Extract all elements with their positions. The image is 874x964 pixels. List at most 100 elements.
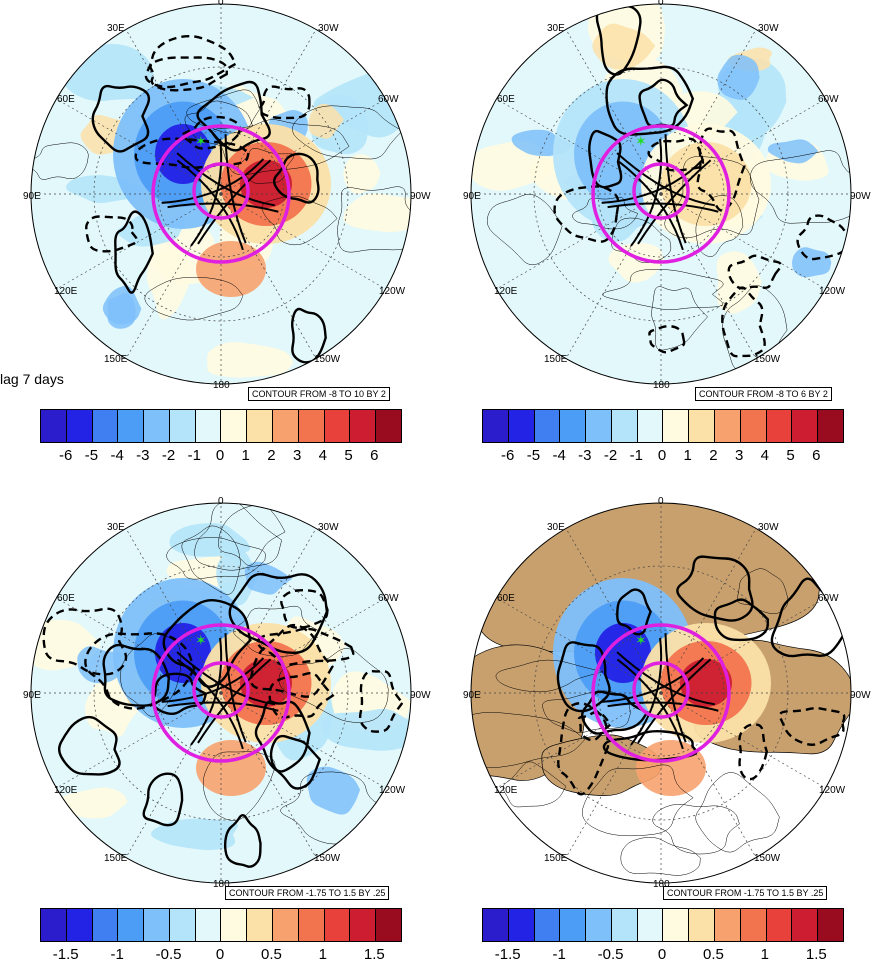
colorbar-tick-label: 1 (760, 946, 770, 963)
colorbar-cell (298, 410, 325, 442)
colorbar-cell (766, 410, 793, 442)
colorbar-tick-label: 1.5 (363, 946, 385, 963)
colorbar-cell (792, 909, 819, 941)
colorbar-cell (350, 410, 377, 442)
lon-label: 90E (23, 690, 41, 701)
lon-label: 120W (819, 286, 846, 297)
colorbar-tick-label: -4 (110, 447, 124, 464)
lon-label: 150W (754, 354, 781, 365)
lon-label: 90W (850, 690, 871, 701)
colorbar-tick-label: 2 (267, 447, 276, 464)
colorbar-cell (689, 909, 716, 941)
colorbar-cell (715, 410, 741, 442)
colorbar-cell (611, 410, 638, 442)
lon-label: 90E (463, 191, 481, 202)
colorbar-cell (611, 909, 638, 941)
colorbar-tick-label: 2 (709, 447, 718, 464)
lon-label: 60W (818, 593, 839, 604)
lon-label: 120E (54, 785, 78, 796)
colorbar-cell (637, 410, 664, 442)
contour-interval-label: CONTOUR FROM -1.75 TO 1.5 BY .25 (225, 886, 390, 900)
colorbar-cell (66, 909, 93, 941)
colorbar-tick-label: 6 (370, 447, 379, 464)
colorbar-cell (376, 909, 401, 941)
colorbar-cell (689, 410, 716, 442)
colorbar-cell (740, 909, 767, 941)
lon-label: 120W (379, 286, 406, 297)
colorbar-cell (221, 410, 248, 442)
colorbar-tick-label: 5 (344, 447, 353, 464)
lon-label: 150W (314, 354, 341, 365)
colorbar-cell (376, 410, 401, 442)
colorbar-tick-label: 0 (657, 946, 667, 963)
colorbar-cell (818, 410, 843, 442)
colorbar-cell (144, 410, 170, 442)
colorbar-cell (273, 909, 299, 941)
colorbar-cell (586, 410, 612, 442)
lon-label: 180 (653, 380, 670, 391)
colorbar-cell (637, 909, 664, 941)
colorbar-cell (221, 909, 248, 941)
lon-label: 90E (23, 191, 41, 202)
colorbar-tick-label: 0.5 (260, 946, 282, 963)
colorbar-cell (350, 909, 377, 941)
lon-label: 180 (653, 879, 670, 890)
lon-label: 90W (410, 191, 431, 202)
colorbar-tick-label: -5 (84, 447, 99, 464)
lon-label: 90W (850, 191, 871, 202)
lon-label: 120W (819, 785, 846, 796)
colorbar-tick-label: 4 (318, 447, 328, 464)
colorbar-tick-label: 0 (657, 447, 667, 464)
lon-label: 30E (547, 522, 565, 533)
colorbar-tick-label: -1 (187, 447, 201, 464)
colorbar-cell (298, 909, 325, 941)
colorbar-cell (508, 909, 535, 941)
contour-interval-label: CONTOUR FROM -8 TO 10 BY 2 (248, 387, 390, 401)
colorbar-cell (663, 410, 690, 442)
lon-label: 30W (318, 23, 339, 34)
lon-label: 60W (378, 593, 399, 604)
colorbar-cell (41, 410, 67, 442)
lon-label: 30W (758, 522, 779, 533)
colorbar-cell (195, 909, 222, 941)
colorbar-tick-label: 1 (318, 946, 328, 963)
colorbar-cell (144, 909, 170, 941)
lon-label: 120E (54, 286, 78, 297)
lon-label: 180 (213, 879, 230, 890)
colorbar-cell (792, 410, 819, 442)
lon-label: 60E (57, 593, 75, 604)
contour-interval-label: CONTOUR FROM -1.75 TO 1.5 BY .25 (663, 886, 828, 900)
land-mass (471, 503, 822, 652)
colorbar-cell (508, 410, 535, 442)
colorbar-tick-label: -0.5 (597, 946, 624, 963)
lon-label: 150E (544, 354, 568, 365)
colorbar-cell (247, 410, 274, 442)
colorbar-cell (247, 909, 274, 941)
colorbar-tick-label: 3 (292, 447, 302, 464)
colorbar-tick-label: -6 (501, 447, 515, 464)
lon-label: 60E (57, 94, 75, 105)
colorbar (482, 908, 844, 942)
contour-interval-label: CONTOUR FROM -8 TO 6 BY 2 (695, 387, 832, 401)
colorbar-tick-label: 3 (734, 447, 744, 464)
colorbar-tick-label: 1.5 (805, 946, 827, 963)
lon-label: 90W (410, 690, 431, 701)
colorbar-cell (324, 410, 351, 442)
colorbar-tick-label: -2 (603, 447, 618, 464)
colorbar-tick-label: -6 (59, 447, 73, 464)
colorbar-cell (534, 410, 561, 442)
lon-label: 30E (107, 23, 125, 34)
colorbar-cell (118, 410, 145, 442)
colorbar-cell (169, 410, 196, 442)
lon-label: 150W (314, 853, 341, 864)
lon-label: 150E (544, 853, 568, 864)
colorbar-tick-label: 1 (241, 447, 250, 464)
colorbar-cell (534, 909, 561, 941)
colorbar-tick-label: 5 (786, 447, 795, 464)
colorbar-tick-label: -0.5 (155, 946, 182, 963)
colorbar (40, 908, 402, 942)
land-mass (471, 644, 587, 781)
colorbar-tick-label: 0 (215, 946, 225, 963)
colorbar-cell (92, 410, 119, 442)
lon-label: 150E (104, 853, 128, 864)
